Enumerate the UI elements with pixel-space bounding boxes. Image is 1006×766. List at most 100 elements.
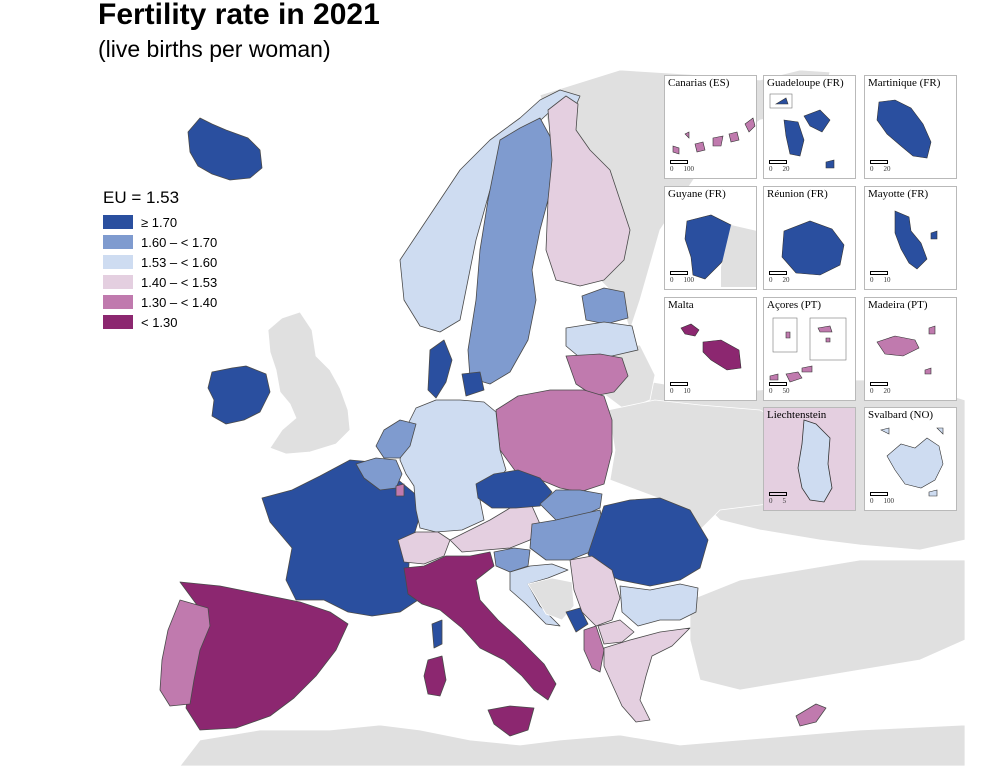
- scale-max: 100: [683, 276, 695, 284]
- inset-shape: [764, 408, 855, 510]
- inset-shape: [876, 99, 932, 159]
- inset-shape: [781, 220, 845, 276]
- region-luxembourg[interactable]: [395, 483, 405, 497]
- region-italy[interactable]: [403, 551, 557, 701]
- region-united-kingdom[interactable]: [267, 311, 351, 455]
- legend-label: 1.40 – < 1.53: [141, 274, 218, 290]
- scale-max: 20: [883, 165, 891, 173]
- scale-bar: 0 20: [769, 271, 800, 284]
- scale-max: 20: [883, 387, 891, 395]
- scale-max: 100: [883, 497, 895, 505]
- scale-max: 50: [782, 387, 790, 395]
- inset-map: Canarias (ES) 0 100: [664, 75, 757, 179]
- scale-bar: 0 20: [769, 160, 800, 173]
- inset-map: Malta 0 10: [664, 297, 757, 401]
- region-slovenia[interactable]: [493, 547, 531, 573]
- region-croatia[interactable]: [509, 563, 569, 627]
- scale-min: 0: [870, 497, 874, 505]
- legend-item: 1.30 – < 1.40: [103, 292, 217, 312]
- legend-label: ≥ 1.70: [141, 214, 178, 230]
- legend-swatch: [103, 315, 133, 329]
- inset-map: Svalbard (NO) 0 100: [864, 407, 957, 511]
- region-serbia[interactable]: [569, 555, 621, 627]
- region-estonia[interactable]: [581, 287, 629, 325]
- legend-label: 1.53 – < 1.60: [141, 254, 218, 270]
- region-cyprus[interactable]: [795, 703, 827, 727]
- scale-max: 20: [782, 165, 790, 173]
- inset-title: Guadeloupe (FR): [767, 77, 844, 89]
- inset-title: Canarias (ES): [668, 77, 730, 89]
- region-portugal[interactable]: [159, 599, 211, 707]
- inset-shape: [880, 427, 944, 497]
- inset-shape: [672, 117, 756, 155]
- region-iceland[interactable]: [187, 117, 263, 181]
- inset-map: Réunion (FR) 0 20: [763, 186, 856, 290]
- inset-title: Guyane (FR): [668, 188, 726, 200]
- region-sardinia[interactable]: [423, 655, 447, 697]
- inset-shape: [876, 325, 936, 375]
- inset-shape: [769, 93, 835, 169]
- region-denmark[interactable]: [427, 339, 485, 399]
- scale-bar: 0 20: [870, 382, 901, 395]
- inset-title: Malta: [668, 299, 694, 311]
- scale-bar: 0 20: [870, 160, 901, 173]
- region-belgium[interactable]: [355, 457, 403, 491]
- inset-map: Guyane (FR) 0 100: [664, 186, 757, 290]
- legend-label: 1.60 – < 1.70: [141, 234, 218, 250]
- inset-title: Madeira (PT): [868, 299, 928, 311]
- region-greece[interactable]: [603, 627, 691, 723]
- map-subtitle: (live births per woman): [98, 36, 331, 62]
- inset-map: Açores (PT) 0 50: [763, 297, 856, 401]
- legend-swatch: [103, 215, 133, 229]
- scale-max: 100: [683, 165, 695, 173]
- scale-bar: 0 10: [670, 382, 701, 395]
- inset-title: Açores (PT): [767, 299, 822, 311]
- region-north-macedonia[interactable]: [597, 619, 635, 645]
- region-montenegro[interactable]: [565, 607, 589, 633]
- region-switzerland[interactable]: [397, 531, 451, 565]
- region-bosnia[interactable]: [527, 577, 575, 621]
- inset-map: Liechtenstein 0 5: [763, 407, 856, 511]
- legend: EU = 1.53 ≥ 1.70 1.60 – < 1.70 1.53 – < 1.…: [103, 188, 217, 332]
- region-albania[interactable]: [583, 625, 605, 673]
- region-spain[interactable]: [179, 581, 349, 731]
- legend-item: < 1.30: [103, 312, 217, 332]
- region-north-africa[interactable]: [179, 724, 966, 766]
- region-netherlands[interactable]: [375, 419, 417, 459]
- inset-title: Mayotte (FR): [868, 188, 929, 200]
- region-lithuania[interactable]: [565, 353, 629, 397]
- region-latvia[interactable]: [565, 321, 639, 357]
- map-title: Fertility rate in 2021: [98, 0, 380, 31]
- scale-bar: 0 100: [670, 271, 704, 284]
- legend-item: 1.53 – < 1.60: [103, 252, 217, 272]
- region-corsica[interactable]: [431, 619, 443, 649]
- scale-max: 10: [683, 387, 691, 395]
- legend-swatch: [103, 275, 133, 289]
- scale-bar: 0 50: [769, 382, 800, 395]
- region-bulgaria[interactable]: [619, 583, 699, 627]
- inset-title: Réunion (FR): [767, 188, 828, 200]
- scale-min: 0: [870, 165, 874, 173]
- inset-title: Svalbard (NO): [868, 409, 934, 421]
- scale-min: 0: [769, 165, 773, 173]
- inset-map: Martinique (FR) 0 20: [864, 75, 957, 179]
- inset-map: Guadeloupe (FR) 0 20: [763, 75, 856, 179]
- scale-min: 0: [769, 387, 773, 395]
- inset-shape: [894, 210, 938, 270]
- region-finland[interactable]: [545, 95, 631, 287]
- legend-item: 1.40 – < 1.53: [103, 272, 217, 292]
- legend-swatch: [103, 255, 133, 269]
- scale-min: 0: [670, 165, 674, 173]
- region-ireland[interactable]: [207, 365, 271, 425]
- scale-min: 0: [870, 276, 874, 284]
- inset-shape: [684, 214, 756, 287]
- legend-item: 1.60 – < 1.70: [103, 232, 217, 252]
- region-turkey[interactable]: [689, 559, 966, 691]
- legend-swatch: [103, 295, 133, 309]
- legend-swatch: [103, 235, 133, 249]
- scale-max: 20: [782, 276, 790, 284]
- region-sicily[interactable]: [487, 705, 535, 737]
- inset-shape: [680, 323, 742, 371]
